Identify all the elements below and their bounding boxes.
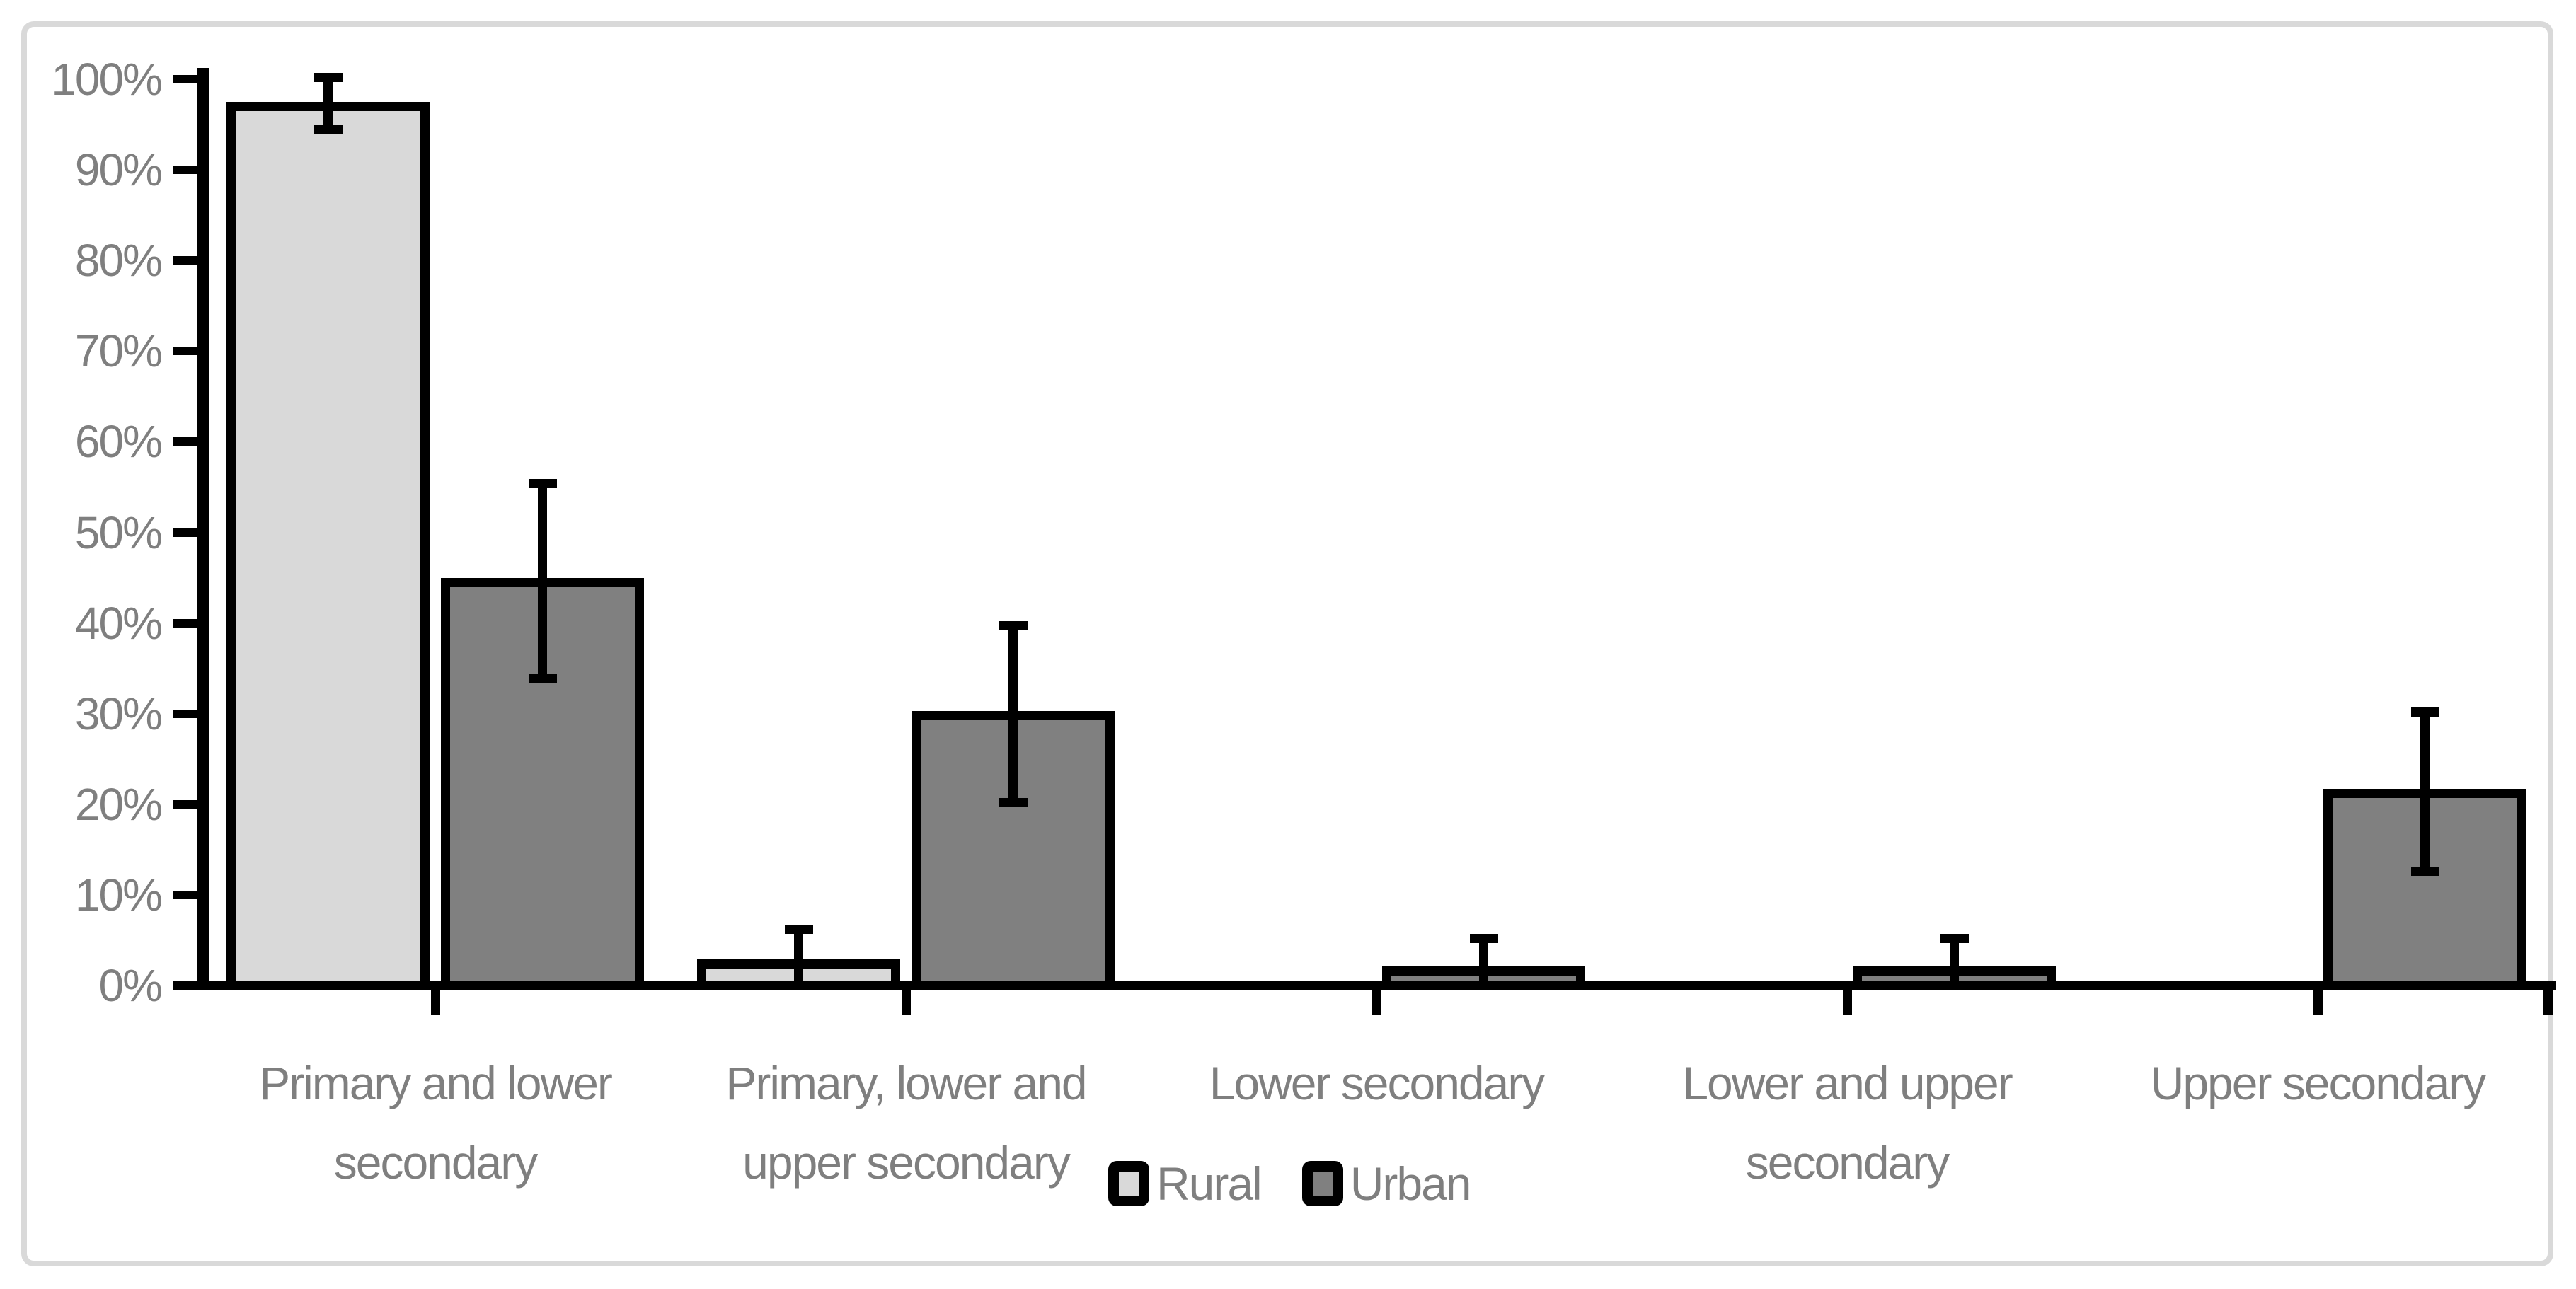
category-label-0-line-0: Primary and lower (259, 1057, 613, 1109)
y-tick-6 (173, 437, 197, 446)
y-tick-3 (173, 709, 197, 718)
y-axis-label-0: 0% (98, 960, 163, 1011)
y-tick-4 (173, 618, 197, 628)
y-axis-label-7: 70% (74, 325, 163, 377)
y-axis-line (197, 68, 209, 990)
error-bar-rural-1-line (794, 929, 803, 981)
y-tick-0 (173, 981, 197, 990)
legend-item-urban: Urban (1301, 1157, 1472, 1210)
y-axis-label-6: 60% (74, 416, 163, 468)
y-axis-label-3: 30% (74, 688, 163, 739)
category-label-4: Upper secondary (2074, 1044, 2562, 1123)
error-bar-urban-1-line (1008, 625, 1018, 803)
x-tick-3 (1842, 990, 1852, 1015)
error-bar-urban-3-cap-top (1940, 933, 1969, 943)
y-axis-label-5: 50% (74, 507, 163, 558)
category-label-3: Lower and upper secondary (1603, 1044, 2091, 1202)
y-tick-8 (173, 256, 197, 265)
legend-item-rural: Rural (1108, 1157, 1263, 1210)
legend-label-rural: Rural (1156, 1157, 1263, 1210)
legend-label-urban: Urban (1350, 1157, 1472, 1210)
x-tick-0 (430, 990, 440, 1015)
y-axis-label-2: 20% (74, 778, 163, 830)
error-bar-urban-4-cap-bottom (2410, 867, 2439, 877)
category-label-3-line-1: secondary (1745, 1136, 1950, 1189)
error-bar-rural-0-cap-top (314, 72, 343, 82)
error-bar-urban-1-cap-bottom (999, 797, 1028, 807)
x-tick-1 (901, 990, 911, 1015)
x-axis-line (188, 981, 2556, 990)
error-bar-rural-0-cap-bottom (314, 125, 343, 135)
y-tick-1 (173, 890, 197, 899)
y-tick-2 (173, 799, 197, 809)
category-label-0-line-1: secondary (333, 1136, 539, 1189)
category-label-3-line-0: Lower and upper (1682, 1057, 2013, 1109)
category-label-2-line-0: Lower secondary (1209, 1057, 1546, 1109)
y-tick-5 (173, 528, 197, 537)
category-label-1-line-1: upper secondary (742, 1136, 1071, 1189)
error-bar-urban-0-cap-top (528, 478, 557, 488)
bar-rural-0 (226, 102, 430, 990)
x-tick-5 (2543, 990, 2553, 1015)
category-label-1: Primary, lower and upper secondary (662, 1044, 1150, 1202)
legend: Rural Urban (1108, 1157, 1472, 1210)
legend-swatch-urban-icon (1301, 1161, 1343, 1206)
y-tick-9 (173, 166, 197, 175)
error-bar-urban-0-cap-bottom (528, 674, 557, 683)
error-bar-rural-0-line (323, 77, 333, 130)
y-axis-label-8: 80% (74, 235, 163, 287)
legend-swatch-rural-icon (1108, 1161, 1149, 1206)
y-axis-label-4: 40% (74, 597, 163, 649)
error-bar-urban-4-line (2420, 712, 2430, 872)
category-label-1-line-0: Primary, lower and (725, 1057, 1087, 1109)
y-tick-7 (173, 347, 197, 356)
error-bar-urban-2-cap-top (1469, 933, 1498, 943)
error-bar-urban-4-cap-top (2410, 707, 2439, 717)
y-axis-label-9: 90% (74, 144, 163, 196)
error-bar-urban-1-cap-top (999, 620, 1028, 630)
x-tick-2 (1372, 990, 1381, 1015)
y-tick-10 (173, 75, 197, 83)
y-axis-label-10: 100% (51, 54, 163, 105)
y-axis-label-1: 10% (74, 869, 163, 920)
category-label-0: Primary and lower secondary (191, 1044, 679, 1202)
error-bar-urban-0-line (538, 483, 547, 678)
error-bar-rural-1-cap-top (784, 925, 813, 935)
error-bar-urban-3-line (1950, 938, 1959, 981)
category-label-2: Lower secondary (1132, 1044, 1621, 1123)
error-bar-urban-2-line (1479, 938, 1488, 981)
category-label-4-line-0: Upper secondary (2150, 1057, 2487, 1109)
x-tick-4 (2313, 990, 2323, 1015)
